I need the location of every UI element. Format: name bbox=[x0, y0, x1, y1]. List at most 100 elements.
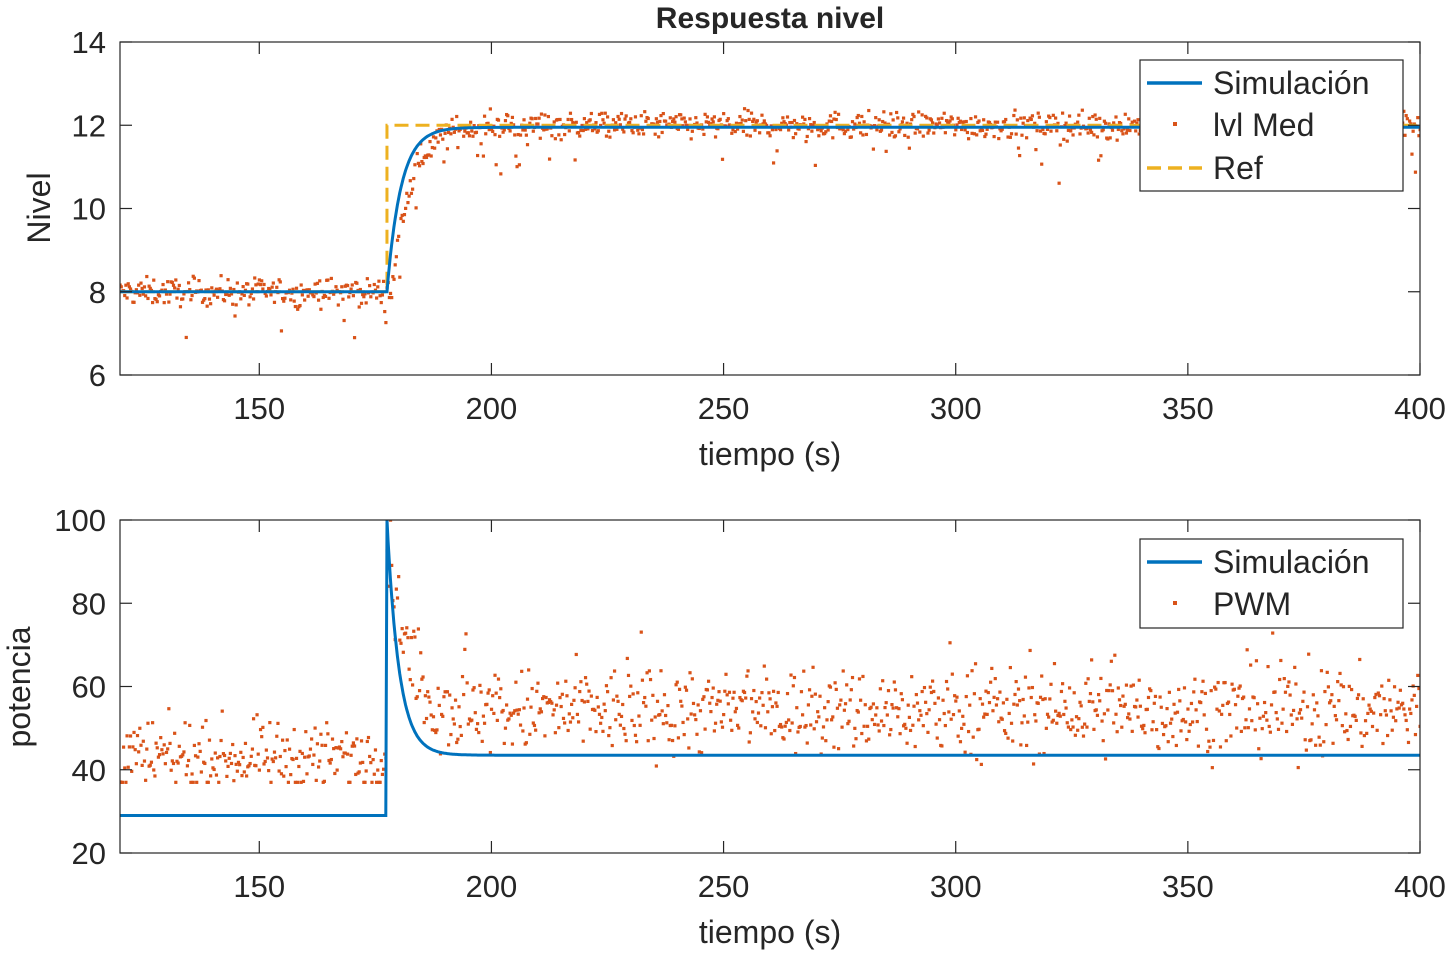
data-point bbox=[350, 283, 354, 287]
data-point bbox=[299, 283, 303, 287]
data-point bbox=[297, 764, 301, 769]
data-point bbox=[125, 734, 129, 738]
data-point bbox=[604, 134, 609, 138]
data-point bbox=[987, 700, 992, 705]
data-point bbox=[673, 120, 677, 124]
data-point bbox=[303, 298, 307, 302]
x-tick-label: 350 bbox=[1162, 869, 1214, 904]
data-point bbox=[557, 726, 561, 730]
data-point bbox=[286, 780, 291, 784]
data-point bbox=[467, 717, 472, 721]
data-point bbox=[774, 127, 778, 132]
data-point bbox=[1080, 108, 1084, 112]
data-point bbox=[671, 738, 675, 743]
data-point bbox=[1239, 729, 1243, 734]
data-point bbox=[899, 692, 903, 696]
data-point bbox=[570, 702, 574, 706]
data-point bbox=[795, 122, 799, 126]
data-point bbox=[204, 718, 208, 723]
data-point bbox=[416, 161, 421, 165]
data-point bbox=[243, 288, 248, 292]
data-point bbox=[1064, 121, 1068, 125]
data-point bbox=[1102, 119, 1106, 123]
data-point bbox=[599, 721, 603, 725]
data-point bbox=[1267, 724, 1271, 729]
data-point bbox=[1101, 739, 1105, 743]
data-point bbox=[1139, 724, 1144, 728]
data-point bbox=[652, 736, 656, 741]
data-point bbox=[583, 676, 588, 680]
data-point bbox=[247, 303, 251, 307]
x-tick-label: 400 bbox=[1394, 869, 1446, 904]
data-point bbox=[935, 736, 939, 740]
data-point bbox=[466, 131, 470, 135]
data-point bbox=[579, 680, 583, 684]
data-point bbox=[1388, 698, 1392, 702]
data-point bbox=[225, 774, 229, 779]
data-point bbox=[718, 699, 722, 703]
data-point bbox=[327, 296, 331, 300]
data-point bbox=[401, 650, 405, 654]
data-point bbox=[703, 727, 707, 731]
data-point bbox=[1379, 713, 1383, 717]
data-point bbox=[174, 780, 178, 784]
data-point bbox=[1326, 685, 1331, 689]
data-point bbox=[1265, 718, 1269, 722]
data-point bbox=[395, 596, 400, 600]
data-point bbox=[612, 128, 617, 132]
data-point bbox=[853, 122, 857, 126]
data-point bbox=[982, 118, 986, 122]
data-point bbox=[955, 695, 959, 699]
data-point bbox=[893, 688, 898, 692]
data-point bbox=[889, 112, 893, 116]
data-point bbox=[1158, 695, 1162, 699]
data-point bbox=[856, 710, 860, 714]
data-point bbox=[963, 750, 967, 754]
data-point bbox=[1021, 697, 1025, 702]
data-point bbox=[534, 116, 538, 121]
data-point bbox=[451, 717, 455, 721]
data-point bbox=[684, 688, 689, 692]
data-point bbox=[437, 127, 441, 132]
data-point bbox=[940, 116, 944, 120]
data-point bbox=[754, 699, 758, 704]
data-point bbox=[1403, 133, 1407, 137]
data-point bbox=[400, 627, 404, 631]
data-point bbox=[379, 300, 383, 305]
data-point bbox=[1311, 693, 1315, 697]
data-point bbox=[275, 734, 279, 738]
data-point bbox=[791, 684, 795, 688]
data-point bbox=[1008, 135, 1012, 139]
data-point bbox=[680, 704, 684, 708]
data-point bbox=[953, 133, 957, 137]
data-point bbox=[933, 701, 937, 705]
data-point bbox=[366, 735, 371, 740]
data-point bbox=[493, 133, 497, 137]
data-point bbox=[953, 694, 957, 698]
data-point bbox=[784, 720, 788, 725]
data-point bbox=[1402, 109, 1406, 113]
data-point bbox=[176, 287, 180, 291]
data-point bbox=[1033, 713, 1037, 717]
data-point bbox=[469, 120, 473, 124]
data-point bbox=[559, 138, 563, 142]
data-point bbox=[246, 282, 250, 286]
data-point bbox=[361, 292, 365, 297]
data-point bbox=[1034, 148, 1038, 152]
data-point bbox=[1103, 757, 1108, 761]
data-point bbox=[449, 732, 453, 737]
data-point bbox=[830, 119, 834, 124]
data-point bbox=[474, 130, 479, 134]
data-point bbox=[293, 780, 297, 784]
data-point bbox=[753, 128, 757, 132]
data-point bbox=[825, 718, 829, 722]
data-point bbox=[1096, 692, 1101, 697]
data-point bbox=[910, 675, 914, 679]
data-point bbox=[1081, 734, 1086, 738]
data-point bbox=[1077, 113, 1081, 117]
data-point bbox=[1178, 699, 1182, 703]
data-point bbox=[486, 691, 490, 695]
data-point bbox=[1092, 727, 1096, 731]
data-point bbox=[943, 723, 947, 728]
data-point bbox=[1110, 128, 1115, 132]
